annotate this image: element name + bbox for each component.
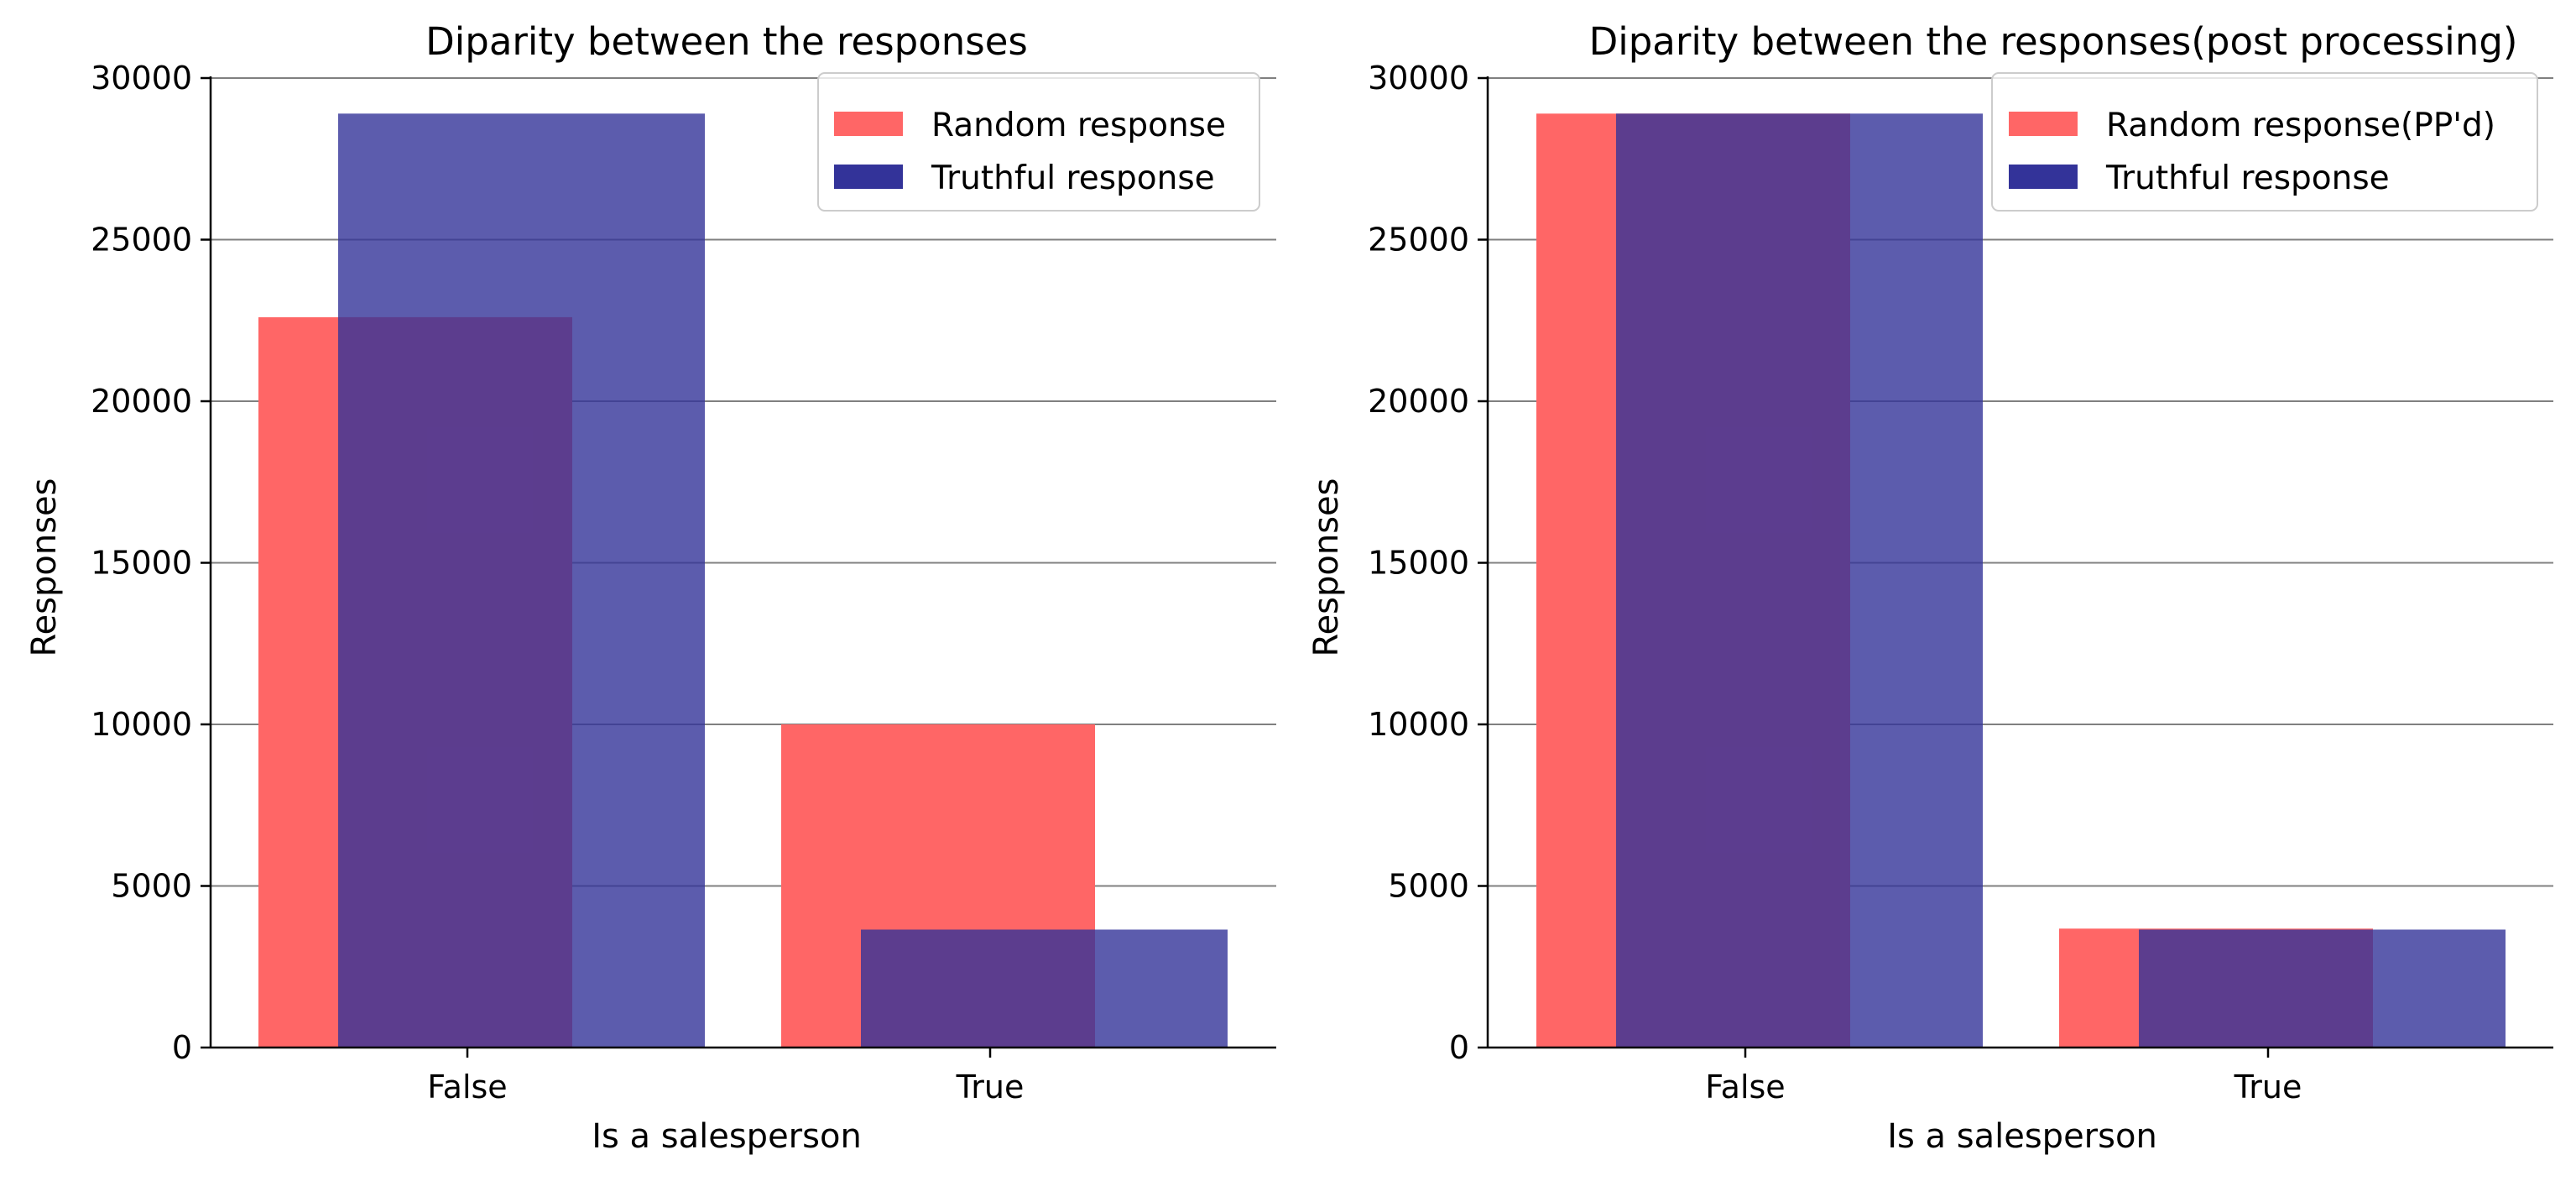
chart-title: Diparity between the responses(post proc… — [1589, 19, 2518, 64]
y-tick-label: 5000 — [1388, 868, 1469, 905]
y-tick-label: 0 — [1449, 1029, 1469, 1066]
bar-truthful-false — [338, 113, 705, 1048]
y-tick-label: 15000 — [1368, 545, 1469, 582]
x-axis-label: Is a salesperson — [1887, 1117, 2157, 1156]
legend-frame — [1991, 72, 2538, 212]
legend: Random response Truthful response — [817, 72, 1260, 212]
bars — [1536, 113, 2506, 1048]
x-ticks: False True — [427, 1048, 1024, 1105]
bars — [258, 113, 1228, 1048]
y-tick-label: 25000 — [91, 222, 192, 259]
y-tick-label: 0 — [172, 1029, 192, 1066]
legend-label: Truthful response — [931, 159, 1215, 197]
legend-label: Random response — [931, 107, 1226, 144]
y-tick-label: 10000 — [1368, 706, 1469, 743]
y-tick-label: 5000 — [111, 868, 192, 905]
chart-right: Diparity between the responses(post proc… — [1307, 19, 2553, 1156]
chart-left: Diparity between the responses Responses… — [25, 19, 1276, 1156]
legend-label: Random response(PP'd) — [2106, 107, 2495, 144]
bar-truthful-true — [2139, 929, 2506, 1048]
legend-frame — [817, 72, 1260, 212]
y-axis-label: Responses — [1307, 478, 1346, 657]
legend-label: Truthful response — [2105, 159, 2390, 197]
legend-swatch — [2009, 165, 2078, 189]
legend: Random response(PP'd) Truthful response — [1991, 72, 2538, 212]
legend-swatch — [834, 165, 903, 189]
y-tick-label: 25000 — [1368, 222, 1469, 259]
chart-title: Diparity between the responses — [425, 19, 1028, 64]
y-tick-label: 20000 — [91, 383, 192, 420]
x-tick-label: True — [2234, 1069, 2302, 1105]
y-tick-label: 30000 — [1368, 60, 1469, 97]
y-tick-label: 10000 — [91, 706, 192, 743]
x-axis-label: Is a salesperson — [592, 1117, 862, 1156]
y-tick-label: 20000 — [1368, 383, 1469, 420]
legend-swatch — [2009, 112, 2078, 136]
bar-truthful-false — [1616, 113, 1983, 1048]
legend-swatch — [834, 112, 903, 136]
bar-truthful-true — [861, 929, 1228, 1048]
y-tick-label: 30000 — [91, 60, 192, 97]
y-tick-label: 15000 — [91, 545, 192, 582]
x-tick-label: True — [956, 1069, 1025, 1105]
x-ticks: False True — [1705, 1048, 2302, 1105]
y-axis-label: Responses — [25, 478, 64, 657]
x-tick-label: False — [1705, 1069, 1785, 1105]
y-ticks: 0 5000 10000 15000 20000 25000 30000 — [91, 60, 211, 1066]
x-tick-label: False — [427, 1069, 507, 1105]
y-ticks: 0 5000 10000 15000 20000 25000 30000 — [1368, 60, 1488, 1066]
